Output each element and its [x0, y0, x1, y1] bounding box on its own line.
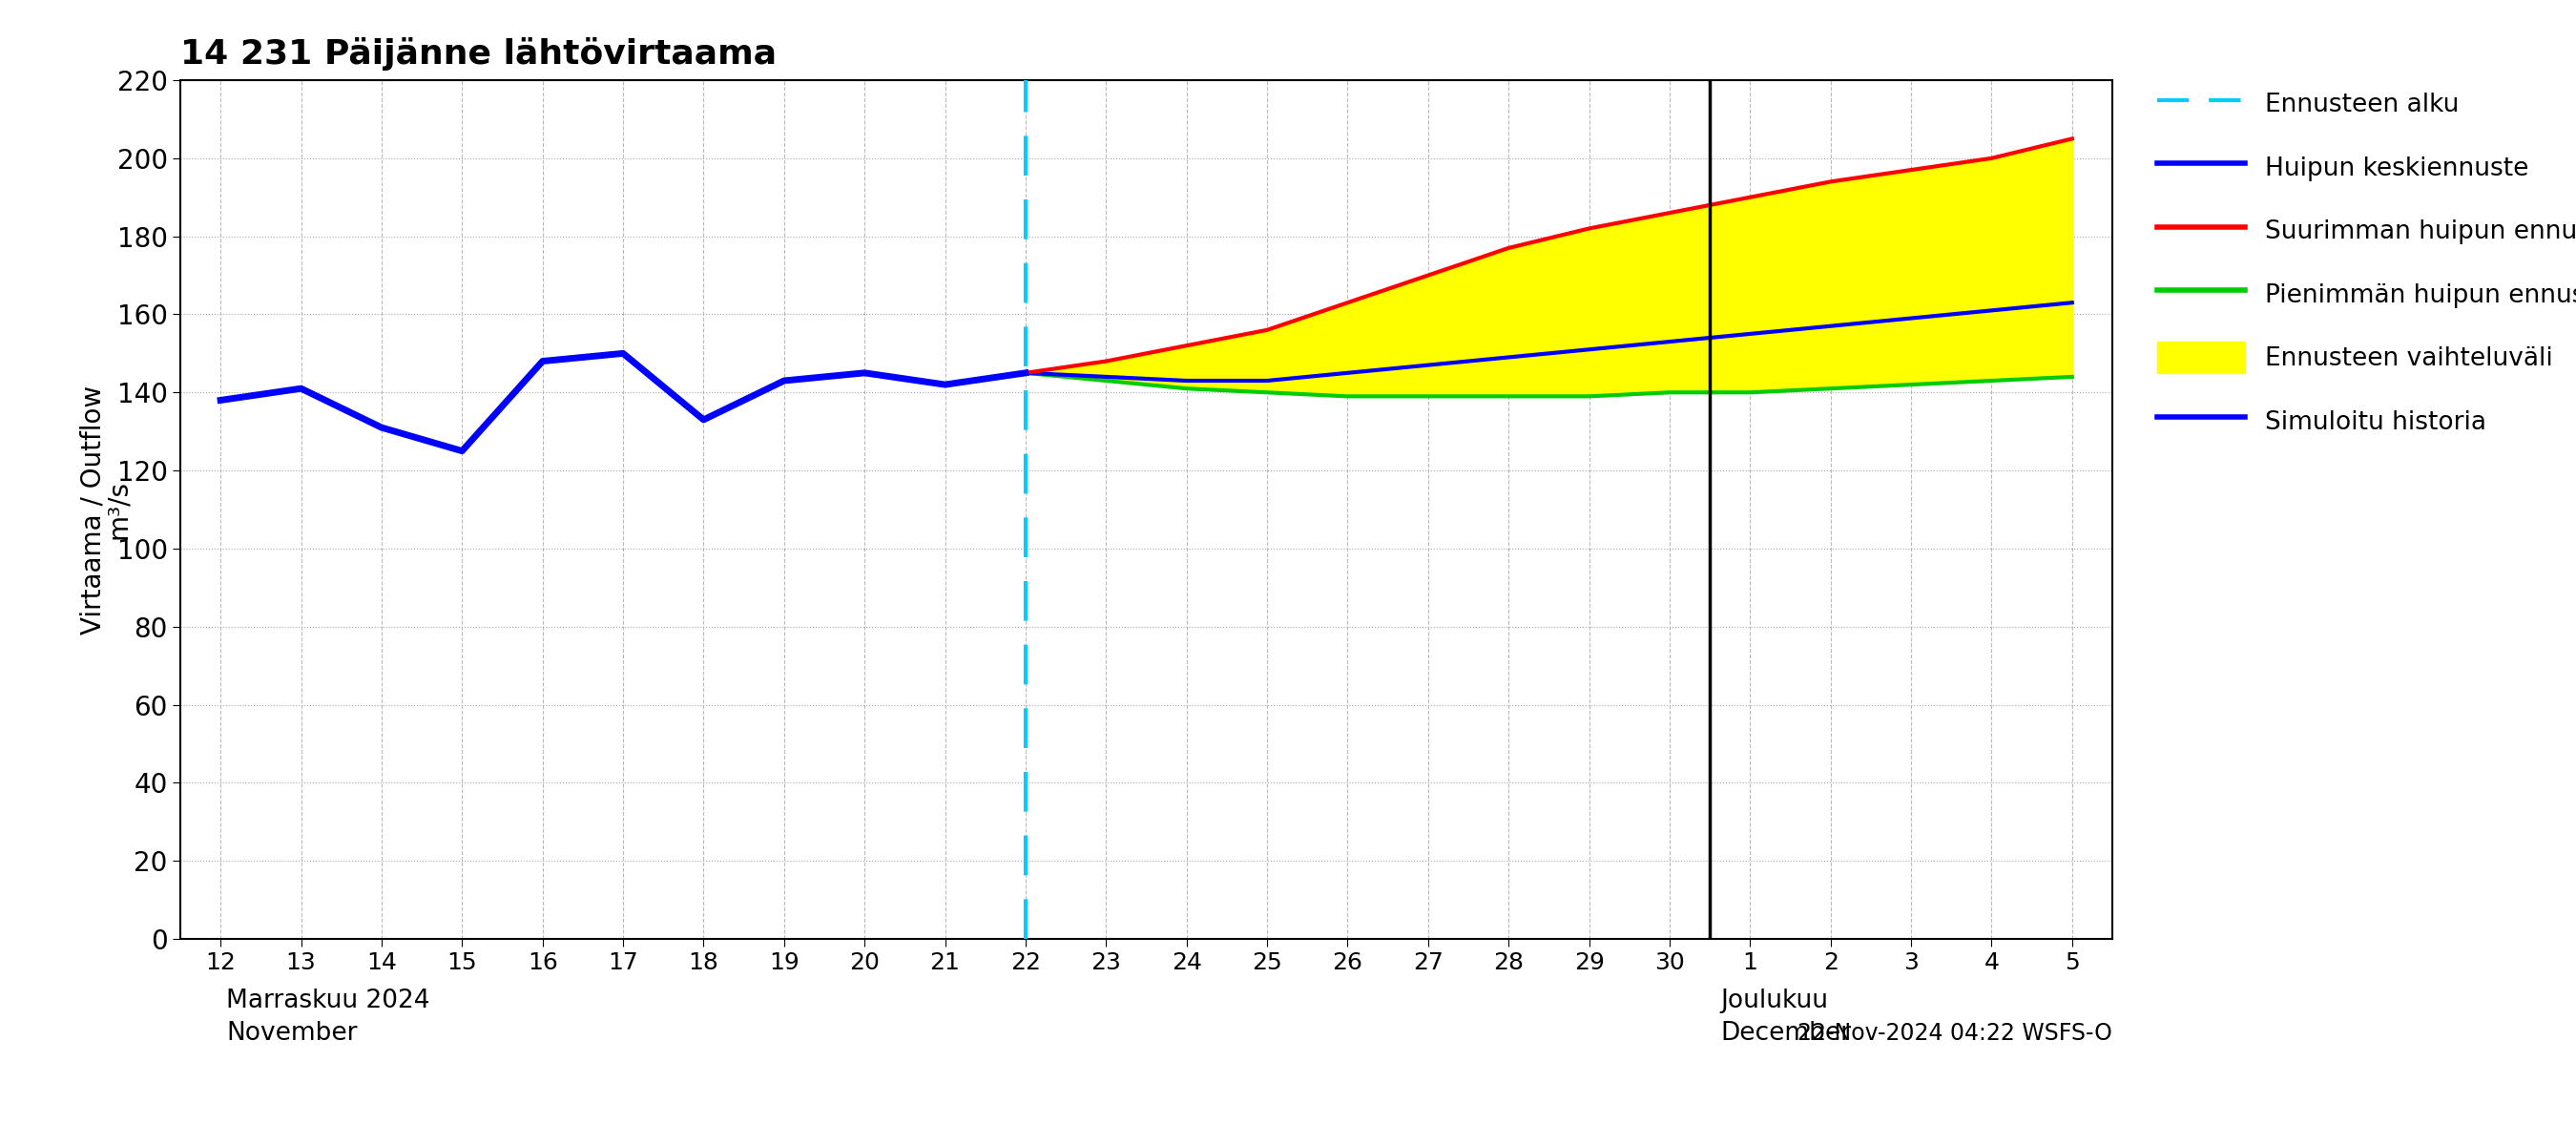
Legend: Ennusteen alku, Huipun keskiennuste, Suurimman huipun ennuste, Pienimmän huipun : Ennusteen alku, Huipun keskiennuste, Suu…	[2143, 76, 2576, 449]
Text: m³/s: m³/s	[106, 480, 131, 539]
Text: Marraskuu 2024: Marraskuu 2024	[227, 989, 430, 1013]
Text: Joulukuu: Joulukuu	[1721, 989, 1829, 1013]
Text: 22-Nov-2024 04:22 WSFS-O: 22-Nov-2024 04:22 WSFS-O	[1798, 1021, 2112, 1044]
Text: December: December	[1721, 1020, 1852, 1045]
Text: November: November	[227, 1020, 358, 1045]
Text: Virtaama / Outflow: Virtaama / Outflow	[80, 385, 106, 634]
Text: 14 231 Päijänne lähtövirtaama: 14 231 Päijänne lähtövirtaama	[180, 38, 778, 71]
